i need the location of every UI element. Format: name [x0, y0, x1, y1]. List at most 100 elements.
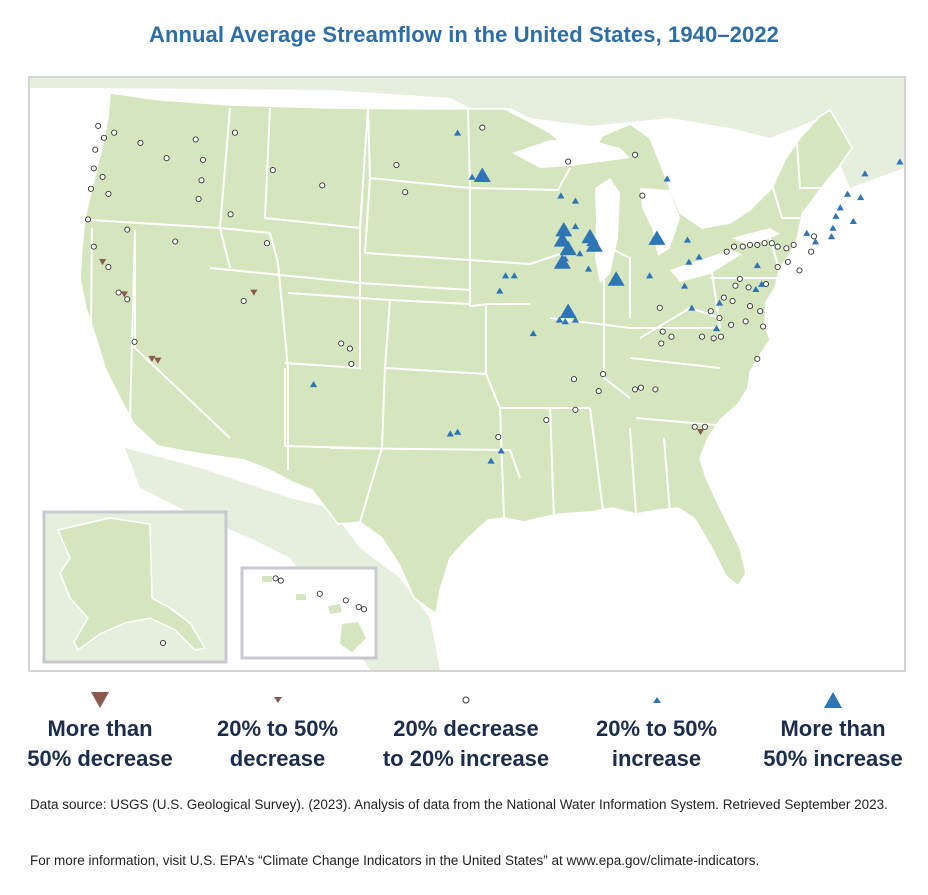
station-marker-no-change: [192, 136, 199, 143]
station-marker-no-change: [739, 243, 746, 250]
station-marker-big-up: [585, 237, 603, 252]
station-marker-no-change: [95, 122, 102, 129]
station-marker-no-change: [90, 243, 97, 250]
station-marker-up: [561, 318, 569, 325]
station-marker-no-change: [346, 345, 353, 352]
legend-item-moderate-decrease: 20% to 50% decrease: [195, 686, 360, 774]
station-marker-up: [861, 170, 869, 177]
station-marker-no-change: [637, 384, 644, 391]
station-marker-up: [827, 233, 836, 240]
station-marker-big-up: [473, 167, 491, 182]
station-marker-up: [309, 381, 318, 388]
station-marker-down: [120, 291, 128, 298]
station-marker-no-change: [115, 289, 122, 296]
station-marker-up: [571, 197, 580, 204]
station-marker-no-change: [732, 282, 739, 289]
station-marker-up: [453, 428, 462, 435]
large-down-triangle-icon: [10, 686, 190, 714]
hawaii-maui: [328, 604, 342, 614]
station-marker-no-change: [774, 263, 781, 271]
station-marker-up: [529, 330, 537, 337]
station-marker-no-change: [199, 156, 206, 163]
station-marker-no-change: [124, 296, 131, 303]
legend-label-4b: increase: [611, 746, 702, 771]
more-info-note: For more information, visit U.S. EPA’s “…: [30, 853, 760, 868]
station-marker-no-change: [565, 158, 572, 165]
small-down-triangle-icon: [195, 686, 360, 714]
station-marker-no-change: [163, 155, 170, 162]
alaska-inset: [42, 510, 228, 664]
station-marker-up: [715, 299, 724, 306]
legend-label-4a: 20% to 50%: [595, 716, 718, 741]
lake-ontario: [732, 228, 780, 246]
station-marker-up: [832, 212, 840, 219]
station-marker-no-change: [84, 216, 92, 223]
station-marker-no-change: [543, 416, 550, 424]
station-marker-no-change: [668, 333, 675, 340]
legend-label-2b: decrease: [229, 746, 326, 771]
station-marker-no-change: [729, 297, 736, 305]
station-marker-no-change: [195, 195, 202, 203]
circle-icon: [368, 686, 564, 714]
station-marker-no-change: [757, 308, 764, 315]
station-marker-no-change: [342, 597, 349, 604]
station-marker-no-change: [746, 241, 754, 248]
station-marker-no-change: [600, 371, 607, 378]
lake-erie: [670, 250, 742, 282]
station-marker-no-change: [348, 360, 355, 367]
station-marker-no-change: [272, 575, 279, 582]
station-marker-no-change: [810, 233, 818, 240]
station-marker-no-change: [652, 386, 659, 393]
station-marker-no-change: [745, 284, 752, 291]
station-marker-no-change: [659, 328, 666, 335]
station-marker-no-change: [783, 245, 790, 252]
station-marker-big-up: [559, 303, 577, 318]
station-marker-no-change: [572, 406, 579, 413]
station-marker-no-change: [754, 355, 761, 362]
station-marker-up: [695, 253, 703, 260]
large-up-triangle-icon: [749, 686, 917, 714]
station-marker-up: [557, 192, 565, 199]
station-marker-no-change: [768, 240, 775, 247]
station-marker-no-change: [172, 238, 179, 245]
station-marker-no-change: [137, 139, 144, 146]
station-marker-no-change: [707, 308, 714, 315]
lake-michigan: [595, 178, 620, 283]
station-marker-big-up: [559, 240, 577, 256]
station-marker-no-change: [808, 248, 815, 255]
station-marker-no-change: [402, 189, 409, 196]
station-marker-no-change: [99, 173, 106, 180]
station-marker-up: [811, 238, 820, 245]
station-marker-no-change: [723, 248, 730, 255]
station-marker-no-change: [736, 275, 743, 282]
streamflow-map: [30, 78, 904, 670]
hawaii-kauai: [262, 576, 272, 582]
station-marker-no-change: [632, 151, 639, 158]
state-borders: [89, 107, 820, 523]
station-marker-big-up: [553, 232, 571, 247]
station-marker-up: [753, 262, 761, 269]
station-marker-no-change: [728, 321, 735, 328]
station-marker-up: [836, 204, 844, 211]
station-marker-no-change: [639, 192, 646, 199]
legend-label-5a: More than: [780, 716, 886, 741]
stations-layer: [84, 122, 904, 647]
station-marker-no-change: [746, 303, 754, 310]
legend-item-large-increase: More than 50% increase: [749, 686, 917, 774]
hawaii-oahu: [296, 594, 306, 600]
chart-title: Annual Average Streamflow in the United …: [148, 22, 780, 47]
station-marker-up: [803, 229, 811, 236]
lake-huron: [640, 188, 680, 256]
station-marker-up: [663, 175, 671, 182]
station-marker-no-change: [658, 340, 665, 347]
station-marker-no-change: [131, 338, 138, 345]
station-marker-no-change: [100, 134, 108, 141]
station-marker-no-change: [159, 639, 167, 647]
station-marker-no-change: [90, 165, 97, 172]
station-marker-no-change: [790, 241, 797, 248]
station-marker-no-change: [198, 177, 205, 184]
station-marker-up: [683, 236, 692, 243]
station-marker-no-change: [754, 241, 761, 248]
legend-label-1a: More than: [47, 716, 153, 741]
station-marker-up: [453, 129, 462, 136]
